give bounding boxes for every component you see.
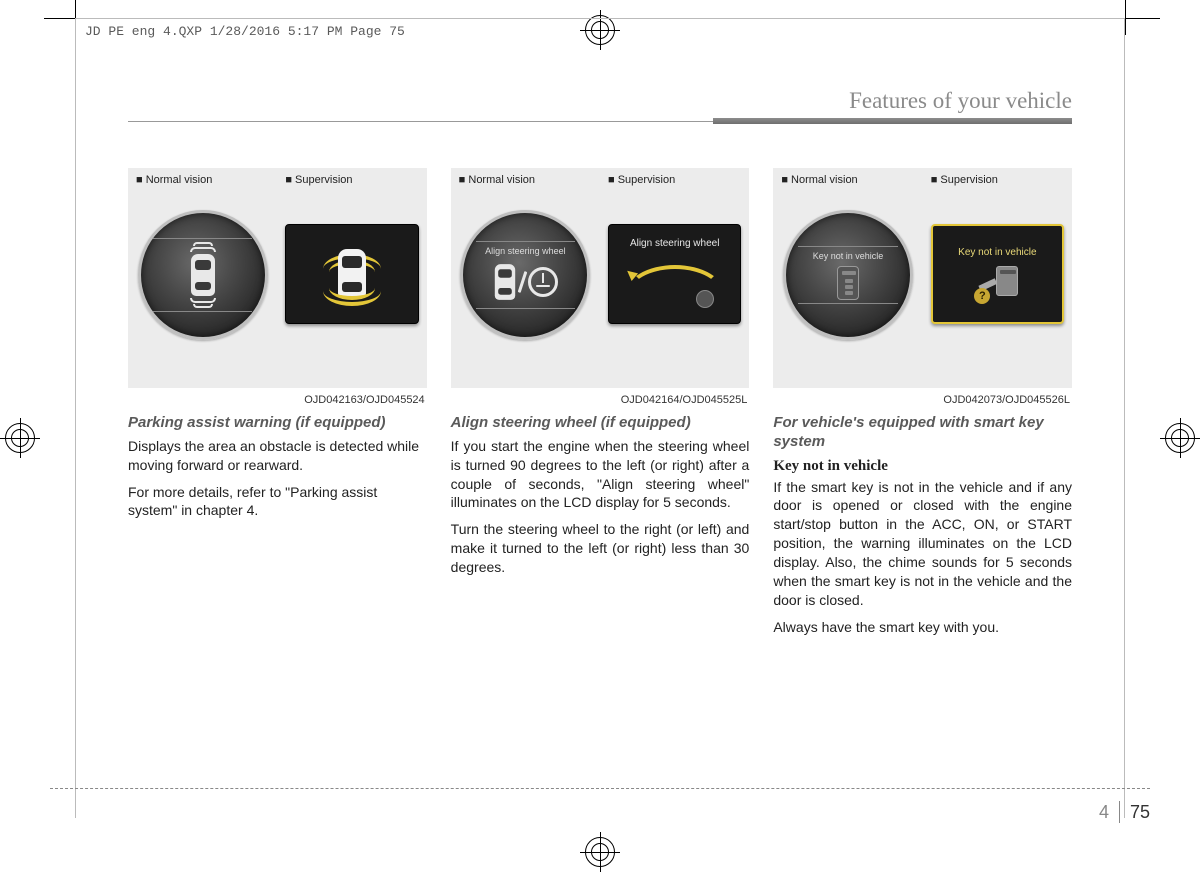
panel-label-normal: Normal vision <box>136 174 269 186</box>
registration-mark <box>1160 418 1200 458</box>
subsection-heading: Parking assist warning (if equipped) <box>128 414 427 433</box>
image-code: OJD042073/OJD045526L <box>773 394 1070 406</box>
smart-key-icon: ? <box>976 266 1018 302</box>
column-parking-assist: Normal vision Supervision <box>128 168 427 645</box>
panel-label-supervision: Supervision <box>608 174 741 186</box>
registration-mark <box>0 418 40 458</box>
gauge-text: Align steering wheel <box>485 247 566 257</box>
crop-mark <box>44 18 79 19</box>
panel-normal-vision: Normal vision Key not in vehicle <box>773 168 922 388</box>
car-top-icon <box>191 254 215 296</box>
dash-icon <box>518 271 528 293</box>
page-number: 75 <box>1130 802 1150 823</box>
footer-separator <box>1119 801 1120 823</box>
panel-supervision: Supervision <box>277 168 426 388</box>
subsection-heading: For vehicle's equipped with smart key sy… <box>773 414 1072 452</box>
lcd-title: Align steering wheel <box>630 238 720 249</box>
column-key-not-in-vehicle: Normal vision Key not in vehicle Supervi… <box>773 168 1072 645</box>
panel-supervision: Supervision Key not in vehicle ? <box>923 168 1072 388</box>
column-align-steering: Normal vision Align steering wheel Super… <box>451 168 750 645</box>
steering-wheel-icon <box>528 267 558 297</box>
sub-subsection-heading: Key not in vehicle <box>773 458 1072 475</box>
body-paragraph: Turn the steering wheel to the right (or… <box>451 520 750 577</box>
lcd-parking-icon <box>285 224 418 324</box>
align-arrow-icon <box>620 255 730 310</box>
panel-normal-vision: Normal vision Align steering wheel <box>451 168 600 388</box>
gauge-parking-icon <box>138 210 268 340</box>
lcd-title: Key not in vehicle <box>958 247 1036 258</box>
panel-supervision: Supervision Align steering wheel <box>600 168 749 388</box>
body-paragraph: If the smart key is not in the vehicle a… <box>773 478 1072 610</box>
panel-label-supervision: Supervision <box>931 174 1064 186</box>
page-header: Features of your vehicle <box>128 88 1072 124</box>
print-slug: JD PE eng 4.QXP 1/28/2016 5:17 PM Page 7… <box>85 24 405 39</box>
lcd-key-icon: Key not in vehicle ? <box>931 224 1064 324</box>
body-paragraph: Displays the area an obstacle is detecte… <box>128 437 427 475</box>
image-code: OJD042163/OJD045524 <box>128 394 425 406</box>
registration-mark <box>580 832 620 872</box>
page-footer: 4 75 <box>50 788 1150 823</box>
lcd-align-icon: Align steering wheel <box>608 224 741 324</box>
gauge-text: Key not in vehicle <box>813 252 884 262</box>
image-code: OJD042164/OJD045525L <box>451 394 748 406</box>
key-fob-icon <box>837 266 859 300</box>
illustration-panel: Normal vision Align steering wheel Super… <box>451 168 750 388</box>
section-title: Features of your vehicle <box>128 88 1072 118</box>
illustration-panel: Normal vision Supervision <box>128 168 427 388</box>
body-paragraph: For more details, refer to "Parking assi… <box>128 483 427 521</box>
content-columns: Normal vision Supervision <box>128 168 1072 645</box>
illustration-panel: Normal vision Key not in vehicle Supervi… <box>773 168 1072 388</box>
section-number: 4 <box>1099 802 1109 823</box>
panel-label-normal: Normal vision <box>459 174 592 186</box>
body-paragraph: Always have the smart key with you. <box>773 618 1072 637</box>
car-top-icon <box>495 264 515 300</box>
gauge-align-icon: Align steering wheel <box>460 210 590 340</box>
body-paragraph: If you start the engine when the steerin… <box>451 437 750 513</box>
panel-label-normal: Normal vision <box>781 174 914 186</box>
gauge-key-icon: Key not in vehicle <box>783 210 913 340</box>
crop-mark <box>1125 18 1160 19</box>
header-rule <box>128 118 1072 124</box>
subsection-heading: Align steering wheel (if equipped) <box>451 414 750 433</box>
panel-label-supervision: Supervision <box>285 174 418 186</box>
panel-normal-vision: Normal vision <box>128 168 277 388</box>
